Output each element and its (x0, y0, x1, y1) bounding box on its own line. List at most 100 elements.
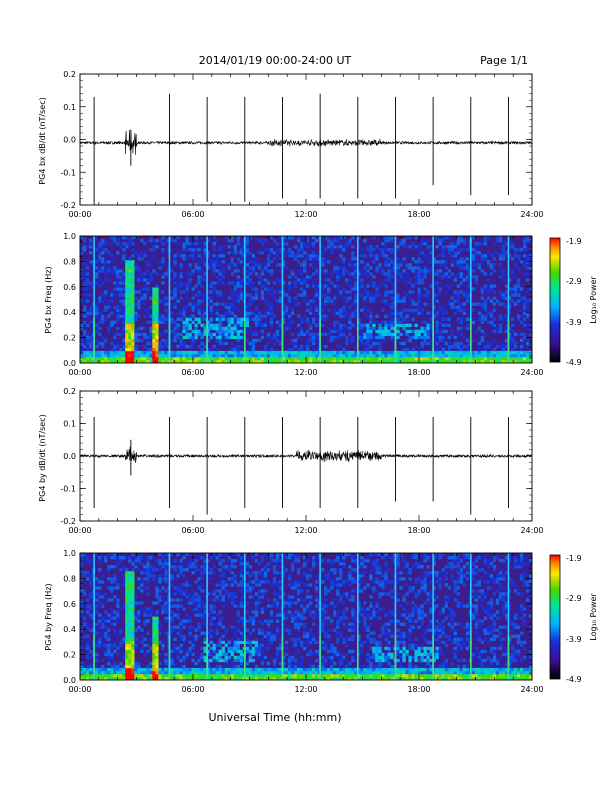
spectrogram-cell (360, 260, 364, 264)
spectrogram-cell (296, 353, 301, 358)
spectrogram-cell (378, 329, 382, 334)
spectrogram-cell (239, 673, 244, 678)
spectrogram-cell (233, 314, 237, 318)
spectrogram-cell (227, 263, 231, 267)
spectrogram-cell (194, 661, 198, 666)
spectrogram-cell (134, 556, 138, 560)
spectrogram-cell (257, 655, 262, 660)
spectrogram-cell (302, 260, 307, 264)
spectrogram-cell (224, 661, 228, 666)
spectrogram-cell (155, 670, 159, 675)
spectrogram-cell (480, 272, 485, 276)
spectrogram-cell (203, 356, 207, 361)
spectrogram-cell (321, 260, 325, 264)
spectrogram-cell (275, 248, 280, 252)
spectrogram-cell (236, 278, 240, 282)
spectrogram-cell (251, 344, 256, 349)
spectrogram-cell (197, 613, 201, 617)
spectrogram-cell (215, 254, 219, 258)
spectrogram-cell (248, 673, 253, 678)
spectrogram-cell (185, 613, 189, 617)
spectrogram-cell (110, 299, 114, 303)
spectrogram-cell (224, 317, 228, 321)
spectrogram-cell (197, 266, 201, 270)
spectrogram-cell (197, 260, 201, 264)
spectrogram-cell (435, 314, 439, 318)
spectrogram-cell (312, 272, 316, 276)
spectrogram-cell (86, 314, 90, 318)
spectrogram-cell (333, 356, 337, 361)
spectrogram-cell (107, 278, 111, 282)
spectrogram-cell (525, 260, 530, 264)
spectrogram-cell (354, 359, 358, 364)
spectrogram-cell (390, 275, 394, 279)
spectrogram-cell (290, 670, 295, 675)
spectrogram-cell (152, 661, 156, 666)
spectrogram-cell (206, 643, 210, 648)
spectrogram-cell (89, 242, 93, 246)
spectrogram-cell (116, 634, 120, 638)
spectrogram-cell (345, 311, 349, 315)
spectrogram-cell (450, 272, 454, 276)
spectrogram-cell (236, 269, 240, 273)
spectrogram-cell (486, 287, 491, 291)
spectrogram-cell (131, 347, 135, 352)
spectrogram-cell (131, 655, 135, 660)
spectrogram-cell (287, 595, 292, 599)
spectrogram-cell (525, 356, 530, 361)
spectrogram-cell (375, 332, 379, 337)
spectrogram-cell (441, 260, 445, 264)
spectrogram-cell (83, 272, 87, 276)
spectrogram-cell (312, 284, 316, 288)
spectrogram-cell (402, 278, 406, 282)
spectrogram-cell (324, 317, 328, 321)
spectrogram-cell (396, 323, 400, 328)
spectrogram-cell (275, 556, 280, 560)
spectrogram-cell (369, 254, 373, 258)
spectrogram-cell (101, 260, 105, 264)
spectrogram-cell (281, 359, 286, 364)
spectrogram-cell (438, 329, 442, 334)
spectrogram-cell (131, 281, 135, 285)
spectrogram-cell (188, 344, 192, 349)
spectrogram-cell (486, 350, 491, 355)
spectrogram-cell (200, 646, 204, 651)
spectrogram-cell (107, 673, 111, 678)
spectrogram-cell (158, 320, 162, 324)
spectrogram-cell (450, 332, 454, 337)
spectrogram-cell (131, 341, 135, 346)
spectrogram-cell (387, 236, 391, 240)
spectrogram-cell (423, 272, 427, 276)
spectrogram-cell (447, 269, 451, 273)
spectrogram-cell (336, 359, 340, 364)
spectrogram-cell (477, 356, 482, 361)
spectrogram-cell (272, 673, 277, 678)
spectrogram-cell (122, 556, 126, 560)
spectrogram-cell (116, 356, 120, 361)
spectrogram-cell (351, 323, 355, 328)
spectrogram-cell (513, 344, 518, 349)
spectrogram-cell (275, 359, 280, 364)
spectrogram-cell (257, 338, 262, 343)
spectrogram-cell (375, 257, 379, 261)
spectrogram-cell (134, 673, 138, 678)
spectrogram-cell (161, 332, 165, 337)
spectrogram-cell (80, 604, 84, 608)
spectrogram-cell (131, 562, 135, 566)
spectrogram-cell (290, 676, 295, 681)
spectrogram-cell (185, 583, 189, 587)
spectrogram-cell (158, 640, 162, 645)
spectrogram-cell (197, 311, 201, 315)
spectrogram-cell (245, 236, 250, 240)
spectrogram-cell (221, 646, 225, 651)
spectrogram-cell (453, 245, 457, 249)
spectrogram-cell (411, 350, 415, 355)
spectrogram-cell (245, 311, 250, 315)
spectrogram-cell (257, 311, 262, 315)
spectrogram-cell (414, 308, 418, 312)
spectrogram-cell (86, 356, 90, 361)
spectrogram-cell (287, 287, 292, 291)
spectrogram-cell (507, 296, 512, 300)
spectrogram-cell (215, 275, 219, 279)
spectrogram-cell (251, 311, 256, 315)
